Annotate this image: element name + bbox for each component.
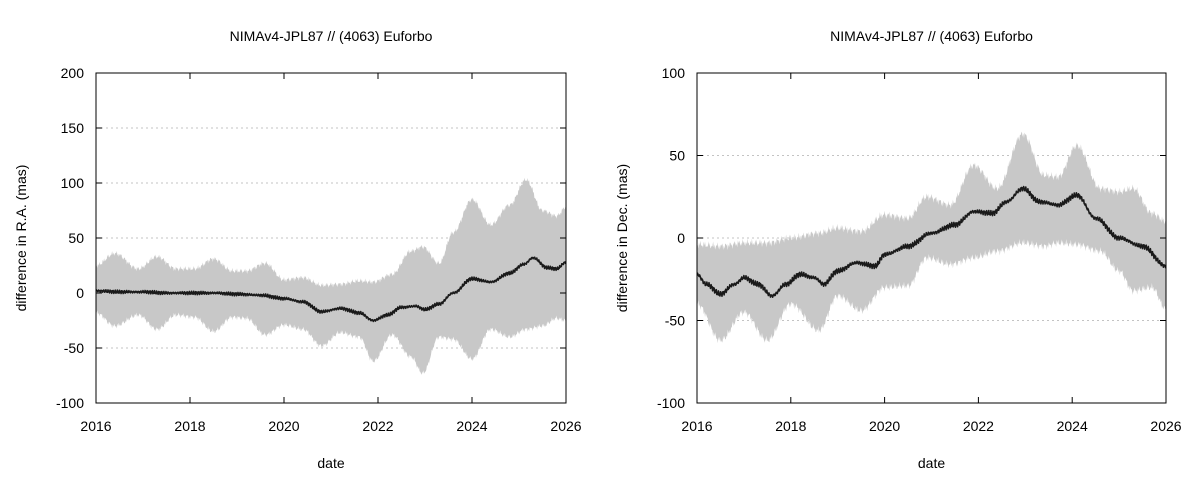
x-axis-label: date — [918, 455, 945, 471]
x-tick-label: 2018 — [775, 418, 806, 434]
difference-line — [96, 256, 566, 323]
y-tick-label: 100 — [662, 65, 686, 81]
x-tick-label: 2026 — [1150, 418, 1181, 434]
y-tick-label: 200 — [61, 65, 85, 81]
x-tick-label: 2018 — [174, 418, 205, 434]
x-tick-label: 2020 — [268, 418, 299, 434]
y-tick-label: 0 — [76, 285, 84, 301]
x-tick-label: 2016 — [80, 418, 111, 434]
x-tick-label: 2022 — [963, 418, 994, 434]
x-axis-label: date — [317, 455, 344, 471]
y-axis-label: difference in R.A. (mas) — [13, 165, 29, 312]
uncertainty-band — [697, 131, 1166, 344]
y-tick-label: 150 — [61, 120, 85, 136]
y-tick-label: 100 — [61, 175, 85, 191]
y-tick-label: -50 — [665, 313, 685, 329]
difference-line — [697, 185, 1166, 299]
y-tick-label: -50 — [64, 340, 84, 356]
y-tick-label: 0 — [677, 230, 685, 246]
x-tick-label: 2020 — [869, 418, 900, 434]
x-tick-label: 2026 — [550, 418, 581, 434]
y-tick-label: -100 — [657, 395, 685, 411]
y-axis-label: difference in Dec. (mas) — [614, 164, 630, 312]
x-tick-label: 2022 — [362, 418, 393, 434]
y-tick-label: 50 — [669, 148, 685, 164]
uncertainty-band — [96, 177, 566, 375]
ra-chart: 2016 2018 2020 2022 2024 2026 -100 -50 0 50 100 150… — [13, 28, 582, 471]
x-tick-label: 2024 — [456, 418, 487, 434]
y-tick-label: -100 — [56, 395, 84, 411]
y-tick-label: 50 — [68, 230, 84, 246]
dec-chart: 2016 2018 2020 2022 2024 2026 -100 -50 0 50 100 NIM… — [614, 28, 1182, 471]
x-tick-label: 2024 — [1057, 418, 1088, 434]
x-tick-label: 2016 — [681, 418, 712, 434]
chart-title: NIMAv4-JPL87 // (4063) Euforbo — [830, 28, 1033, 44]
chart-title: NIMAv4-JPL87 // (4063) Euforbo — [230, 28, 433, 44]
